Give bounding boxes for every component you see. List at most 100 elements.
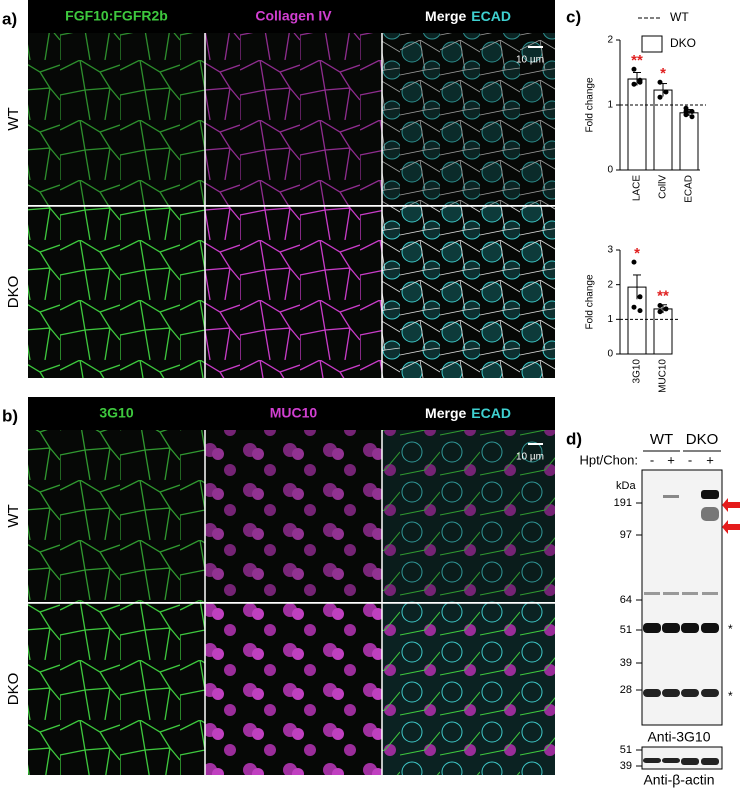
marker-label: 51 — [620, 624, 632, 636]
y-tick-label: 1 — [607, 314, 613, 325]
band — [643, 758, 661, 763]
data-point — [657, 309, 663, 315]
significance: * — [634, 245, 640, 262]
micrograph — [205, 206, 382, 378]
significance: * — [660, 65, 666, 82]
x-tick-label: ECAD — [684, 175, 695, 203]
band — [701, 507, 719, 521]
micrograph — [28, 603, 205, 775]
micrograph — [28, 206, 205, 378]
panel-label: c) — [566, 7, 581, 26]
data-point — [631, 304, 637, 310]
merge-label: Merge — [425, 8, 466, 24]
band — [701, 689, 719, 697]
column-title: 3G10 — [99, 405, 133, 421]
data-point — [663, 89, 669, 95]
y-tick-label: 3 — [607, 245, 613, 256]
stain-label: ECAD — [471, 8, 511, 24]
scale-bar-label: 10 µm — [516, 55, 544, 66]
legend-swatch — [641, 35, 663, 53]
y-tick-label: 1 — [607, 100, 613, 111]
arrow — [722, 498, 740, 512]
group-label: WT — [650, 431, 673, 448]
y-tick-label: 0 — [607, 165, 613, 176]
merge-label: Merge — [425, 405, 466, 421]
band — [662, 689, 680, 697]
bar — [679, 112, 699, 171]
micrograph — [382, 430, 555, 602]
band — [681, 758, 699, 765]
data-point — [631, 81, 637, 87]
legend-label: WT — [670, 10, 689, 24]
row-label: DKO — [5, 673, 22, 706]
band — [644, 592, 660, 595]
significance: ** — [657, 288, 669, 305]
x-tick-label: LACE — [632, 175, 643, 201]
band — [643, 689, 661, 697]
blot-label: Anti-β-actin — [643, 772, 714, 788]
micrograph — [28, 430, 205, 602]
micrograph — [382, 33, 555, 205]
data-point — [663, 306, 669, 312]
band — [701, 623, 719, 633]
data-point — [689, 114, 695, 120]
stain-label: ECAD — [471, 405, 511, 421]
arrow — [722, 520, 740, 534]
band — [643, 623, 661, 633]
micrograph — [205, 33, 382, 205]
row-label: DKO — [5, 276, 22, 309]
column-title: Merge ECAD — [425, 8, 511, 24]
y-axis-label: Fold change — [585, 274, 596, 329]
band-asterisk: * — [728, 689, 733, 703]
lane-label: + — [667, 452, 675, 467]
band — [681, 623, 699, 633]
image-panels: a) FGF10:FGFR2b Collagen IV Merge ECAD WT DKO 1… — [2, 0, 555, 776]
data-point — [657, 302, 663, 308]
y-tick-label: 2 — [607, 35, 613, 46]
lane-label: - — [650, 452, 654, 467]
marker-label: 39 — [620, 760, 632, 772]
marker-label: 51 — [620, 744, 632, 756]
micrograph — [205, 603, 382, 775]
data-point — [689, 109, 695, 114]
panel-label: a) — [2, 9, 17, 28]
row-label: WT — [5, 107, 22, 130]
lane-label: - — [688, 452, 692, 467]
data-point — [683, 109, 689, 114]
band — [701, 490, 719, 499]
band — [701, 758, 719, 765]
band — [682, 592, 698, 595]
data-point — [657, 79, 663, 85]
marker-label: 39 — [620, 657, 632, 669]
x-tick-label: MUC10 — [658, 359, 669, 393]
marker-label: 97 — [620, 529, 632, 541]
charts: c) 0 1 2 Fold change ** LACE * CollV ECAD WT DKO 0 1 2… — [566, 7, 706, 393]
micrograph — [205, 430, 382, 602]
y-tick-label: 0 — [607, 349, 613, 360]
marker-label: 28 — [620, 684, 632, 696]
column-title: MUC10 — [270, 405, 318, 421]
column-title: Collagen IV — [255, 8, 332, 24]
header-bar — [28, 0, 555, 33]
band — [663, 592, 679, 595]
lane-label: + — [706, 452, 714, 467]
panel-label: d) — [566, 429, 582, 448]
significance: ** — [631, 52, 643, 69]
band — [662, 758, 680, 763]
data-point — [631, 66, 637, 72]
band — [681, 689, 699, 697]
data-point — [637, 77, 643, 83]
band — [702, 592, 718, 595]
x-tick-label: 3G10 — [632, 359, 643, 384]
kda-label: kDa — [616, 480, 636, 492]
bar — [653, 308, 673, 355]
y-tick-label: 2 — [607, 279, 613, 290]
legend-label: DKO — [670, 36, 696, 50]
bar — [627, 78, 647, 171]
treatment-label: Hpt/Chon: — [579, 452, 638, 467]
column-title: Merge ECAD — [425, 405, 511, 421]
data-point — [637, 294, 643, 300]
